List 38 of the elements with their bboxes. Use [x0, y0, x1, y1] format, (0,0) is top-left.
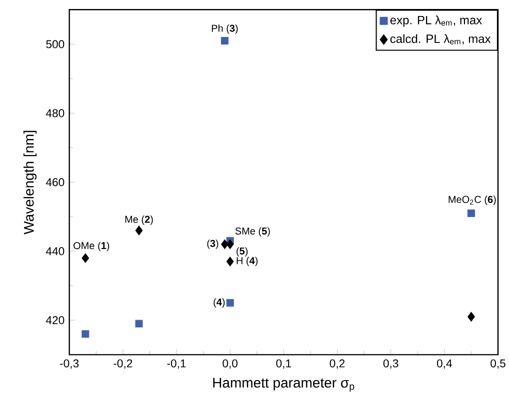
x-tick-label: 0,1	[276, 359, 291, 369]
y-tick-label: 460	[46, 178, 64, 186]
point	[135, 320, 143, 328]
y-tick-label: 480	[46, 109, 64, 118]
point	[82, 253, 90, 263]
annotation: (3)	[207, 240, 218, 249]
x-tick-label: 0,5	[490, 359, 506, 369]
annotation: (5)	[236, 247, 248, 257]
x-axis-title: Hammett parameter σ$_{p}$	[213, 378, 354, 392]
x-tick-label: 0,0	[222, 359, 238, 369]
x-tick-label: 0,3	[383, 359, 398, 369]
point	[226, 299, 234, 307]
annotation: OMe (1)	[74, 242, 110, 252]
point	[82, 330, 90, 338]
x-tick-label: 0,4	[436, 359, 452, 369]
x-tick-label: -0,2	[114, 359, 132, 369]
y-tick-label: 500	[46, 40, 64, 48]
point	[220, 36, 228, 44]
annotation: Ph (3)	[212, 24, 238, 34]
annotation: Me (2)	[125, 216, 153, 225]
point	[468, 312, 475, 322]
point	[226, 239, 234, 250]
x-tick-label: 0,2	[330, 359, 345, 369]
point	[467, 209, 475, 217]
y-tick-label: 440	[46, 247, 64, 256]
point	[135, 226, 143, 236]
legend-label: exp. PL λ$_{em}$, max	[390, 16, 482, 27]
y-tick-label: 420	[46, 316, 64, 324]
annotation: SMe (5)	[235, 227, 270, 237]
y-axis-title: Wavelength [nm]	[24, 130, 37, 234]
point	[226, 256, 234, 266]
point	[221, 239, 228, 250]
x-tick-label: -0,1	[167, 359, 186, 369]
annotation: (4)	[214, 298, 225, 308]
x-tick-label: -0,3	[60, 359, 79, 369]
annotation: H (4)	[236, 256, 258, 266]
annotation: MeO$_{2}$C (6)	[448, 196, 496, 205]
legend-label: calcd. PL λ$_{em}$, max	[390, 34, 491, 44]
